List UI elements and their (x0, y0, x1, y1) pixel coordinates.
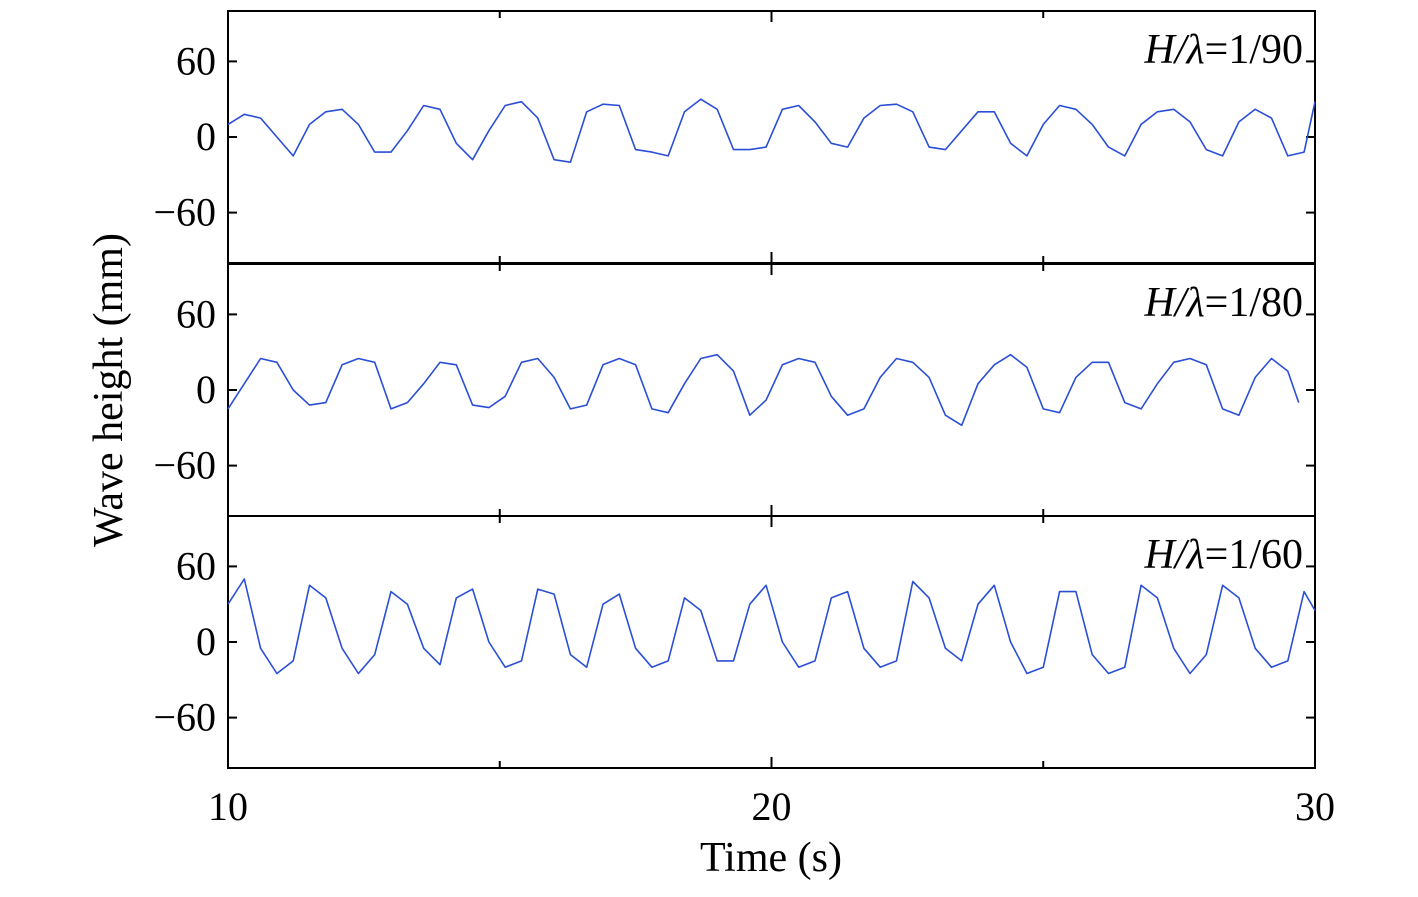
y-tick-label: −60 (153, 443, 216, 488)
x-axis-label: Time (s) (700, 835, 842, 881)
panel-label-variable: H/λ (1143, 532, 1204, 578)
y-tick-label: 0 (196, 619, 216, 664)
panels-layer: 600−60H/λ=1/90600−60H/λ=1/80600−60H/λ=1/… (153, 10, 1335, 829)
x-tick-label: 20 (752, 784, 792, 829)
series-line-1 (227, 98, 1316, 163)
y-tick-label: 60 (176, 543, 216, 588)
panel-label: H/λ=1/90 (1143, 27, 1303, 73)
series-line-3 (227, 578, 1316, 675)
panel-label-variable: H/λ (1143, 27, 1204, 73)
panel-1: 60 0 −60 H/λ=1/90 (153, 10, 1316, 264)
panel-label: H/λ=1/80 (1143, 280, 1303, 326)
x-tick-label: 30 (1295, 784, 1335, 829)
panel-3: 60 0 −60 H/λ=1/60 (153, 515, 1316, 769)
series-line-2 (227, 353, 1300, 427)
y-tick-label: −60 (153, 190, 216, 235)
y-tick-label: 60 (176, 291, 216, 336)
panel-label-variable: H/λ (1143, 280, 1204, 326)
y-tick-label: −60 (153, 695, 216, 740)
y-tick-label: 0 (196, 367, 216, 412)
panel-label: H/λ=1/60 (1143, 532, 1303, 578)
y-tick-label: 60 (176, 38, 216, 83)
panel-label-value: =1/90 (1205, 27, 1303, 73)
panel-2: 60 0 −60 H/λ=1/80 (153, 263, 1316, 517)
x-tick-label: 10 (208, 784, 248, 829)
x-tick-labels: 10 20 30 (208, 784, 1335, 829)
y-axis-label: Wave height (mm) (86, 233, 132, 547)
panel-label-value: =1/60 (1205, 532, 1303, 578)
panel-label-value: =1/80 (1205, 280, 1303, 326)
y-tick-label: 0 (196, 114, 216, 159)
